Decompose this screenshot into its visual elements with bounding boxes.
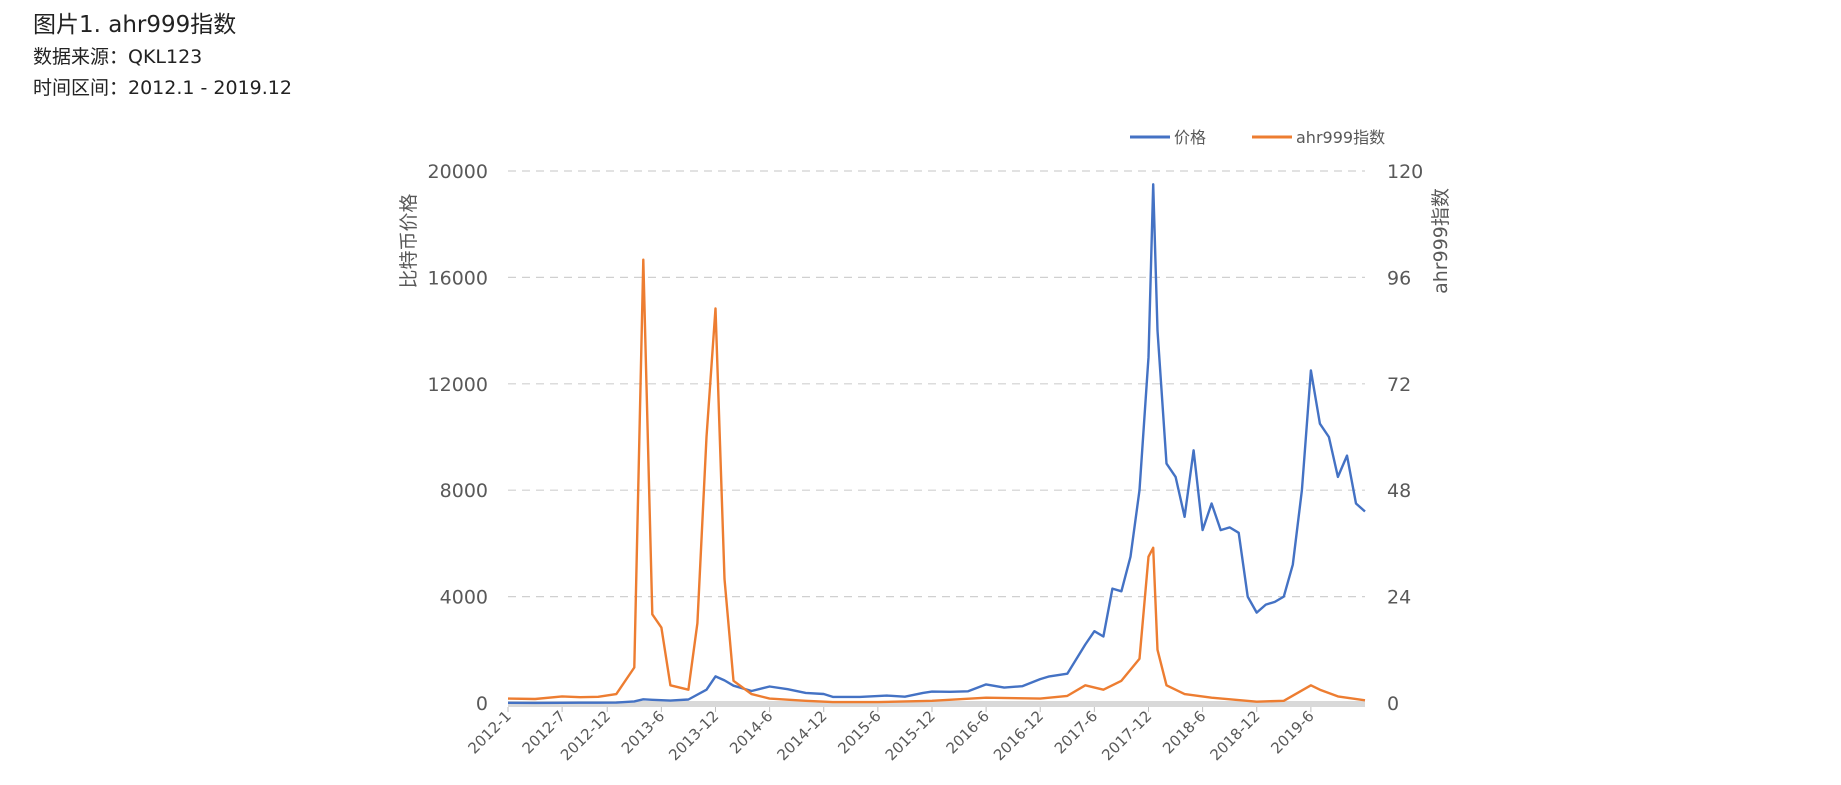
x-tick-label: 2013-6 [618,707,668,757]
x-tick-label: 2017-12 [1098,707,1155,764]
legend-label: ahr999指数 [1296,128,1385,147]
chart-title: 图片1. ahr999指数 [33,12,237,38]
y-left-axis-title: 比特币价格 [398,193,420,288]
x-tick-label: 2018-6 [1159,707,1209,757]
x-tick-label: 2016-6 [943,707,993,757]
y-left-tick-label: 4000 [440,587,488,609]
x-tick-label: 2013-12 [665,707,722,764]
series-lines [507,183,1366,705]
chart-header: 图片1. ahr999指数 数据来源：QKL123 时间区间：2012.1 - … [33,8,292,104]
series-line [507,258,1366,704]
y-right-tick-label: 96 [1387,267,1411,289]
y-left-ticks: 0 4000 8000 12000 16000 20000 [428,161,488,715]
y-left-tick-label: 12000 [428,374,488,396]
x-tick-label: 2014-12 [774,707,831,764]
x-axis-baseline [508,701,1365,707]
x-tick-label: 2017-6 [1051,707,1101,757]
y-right-ticks: 0 24 48 72 96 120 [1387,161,1423,715]
x-tick-label: 2015-6 [834,707,884,757]
x-tick-label: 2015-12 [882,707,939,764]
y-right-axis-title: ahr999指数 [1430,188,1452,294]
data-source: 数据来源：QKL123 [33,46,203,68]
x-tick-label: 2012-12 [557,707,614,764]
x-tick-label: 2012-1 [465,707,515,757]
y-left-tick-label: 20000 [428,161,488,183]
legend: 价格 ahr999指数 [1130,128,1385,147]
time-range: 时间区间：2012.1 - 2019.12 [33,77,292,99]
y-left-tick-label: 16000 [428,267,488,289]
series-line [507,183,1366,705]
y-left-tick-label: 0 [476,693,488,715]
y-right-tick-label: 120 [1387,161,1423,183]
y-right-tick-label: 0 [1387,693,1399,715]
x-tick-label: 2019-6 [1267,707,1317,757]
x-tick-label: 2016-12 [990,707,1047,764]
y-left-tick-label: 8000 [440,480,488,502]
y-right-tick-label: 24 [1387,587,1411,609]
legend-label: 价格 [1174,128,1206,147]
x-tick-label: 2018-12 [1207,707,1264,764]
x-tick-label: 2014-6 [726,707,776,757]
y-right-tick-label: 48 [1387,480,1411,502]
y-right-tick-label: 72 [1387,374,1411,396]
